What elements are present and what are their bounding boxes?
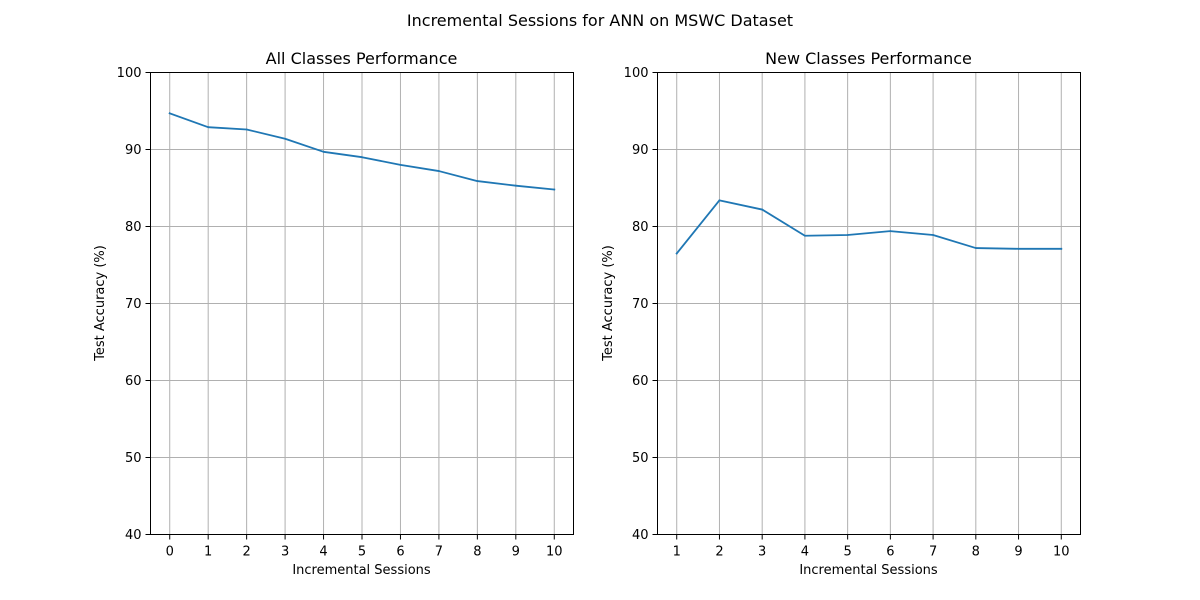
data-point xyxy=(761,208,764,211)
subplot-title-1: New Classes Performance xyxy=(765,49,972,68)
y-axis-label-0: Test Accuracy (%) xyxy=(93,245,108,362)
y-tick-label: 100 xyxy=(624,66,649,81)
y-tick-label: 90 xyxy=(632,143,649,158)
x-tick-label: 3 xyxy=(758,545,766,560)
points-1 xyxy=(675,199,1063,255)
x-ticks-0: 0 1 2 3 4 5 6 7 8 9 10 xyxy=(166,534,563,560)
y-tick-label: 60 xyxy=(125,374,142,389)
data-point xyxy=(245,128,248,131)
data-point xyxy=(932,234,934,236)
y-ticks-0: 40 50 60 70 80 90 100 xyxy=(117,66,151,543)
data-point xyxy=(476,180,479,182)
subplot-title-0: All Classes Performance xyxy=(266,49,458,68)
subplot-all-classes: 0 1 2 3 4 5 6 7 8 9 10 40 50 60 70 80 90 100 All Classes… xyxy=(93,49,574,578)
data-point xyxy=(1017,247,1020,250)
y-tick-label: 60 xyxy=(632,374,649,389)
data-point xyxy=(1060,247,1063,250)
x-tick-label: 4 xyxy=(319,545,327,560)
x-tick-label: 7 xyxy=(929,545,937,560)
x-tick-label: 0 xyxy=(166,545,174,560)
y-tick-label: 80 xyxy=(125,220,142,235)
data-point xyxy=(846,234,849,236)
x-axis-label-1: Incremental Sessions xyxy=(799,563,938,578)
y-ticks-1: 40 50 60 70 80 90 100 xyxy=(624,66,658,543)
y-tick-label: 40 xyxy=(125,528,142,543)
x-tick-label: 1 xyxy=(673,545,681,560)
grid-0 xyxy=(150,72,574,535)
points-0 xyxy=(168,112,556,191)
data-point xyxy=(399,164,402,166)
data-point xyxy=(168,112,171,115)
y-tick-label: 50 xyxy=(632,451,649,466)
data-point xyxy=(718,199,721,202)
y-tick-label: 70 xyxy=(125,297,142,312)
x-tick-label: 8 xyxy=(473,545,481,560)
y-tick-label: 100 xyxy=(117,66,142,81)
data-point xyxy=(322,150,325,153)
x-tick-label: 8 xyxy=(972,545,980,560)
data-point xyxy=(889,230,892,233)
x-tick-label: 2 xyxy=(715,545,723,560)
data-point xyxy=(974,247,977,249)
y-tick-label: 70 xyxy=(632,297,649,312)
x-tick-label: 2 xyxy=(242,545,250,560)
x-tick-label: 10 xyxy=(1053,545,1070,560)
x-tick-label: 9 xyxy=(1014,545,1022,560)
y-tick-label: 50 xyxy=(125,451,142,466)
data-point xyxy=(804,234,806,237)
x-tick-label: 9 xyxy=(512,545,520,560)
data-point xyxy=(284,137,286,140)
x-tick-label: 7 xyxy=(435,545,443,560)
x-tick-label: 6 xyxy=(886,545,894,560)
data-point xyxy=(553,188,556,191)
y-tick-label: 90 xyxy=(125,143,142,158)
x-tick-label: 1 xyxy=(204,545,212,560)
y-tick-label: 80 xyxy=(632,220,649,235)
data-point xyxy=(438,170,440,172)
x-tick-label: 4 xyxy=(801,545,809,560)
data-point xyxy=(675,252,678,255)
x-tick-label: 3 xyxy=(281,545,289,560)
x-tick-label: 6 xyxy=(396,545,404,560)
grid-1 xyxy=(657,72,1081,535)
y-tick-label: 40 xyxy=(632,528,649,543)
data-point xyxy=(207,126,210,129)
y-axis-label-1: Test Accuracy (%) xyxy=(601,245,616,362)
x-tick-label: 10 xyxy=(546,545,563,560)
x-tick-label: 5 xyxy=(358,545,366,560)
x-tick-label: 5 xyxy=(843,545,851,560)
x-ticks-1: 1 2 3 4 5 6 7 8 9 10 xyxy=(673,534,1070,560)
x-axis-label-0: Incremental Sessions xyxy=(292,563,431,578)
data-point xyxy=(361,156,363,159)
series-line-1 xyxy=(675,199,1063,255)
figure-title: Incremental Sessions for ANN on MSWC Dat… xyxy=(407,11,793,30)
data-point xyxy=(514,184,517,187)
subplot-new-classes: 1 2 3 4 5 6 7 8 9 10 40 50 60 70 80 90 100 New Classes … xyxy=(601,49,1081,578)
